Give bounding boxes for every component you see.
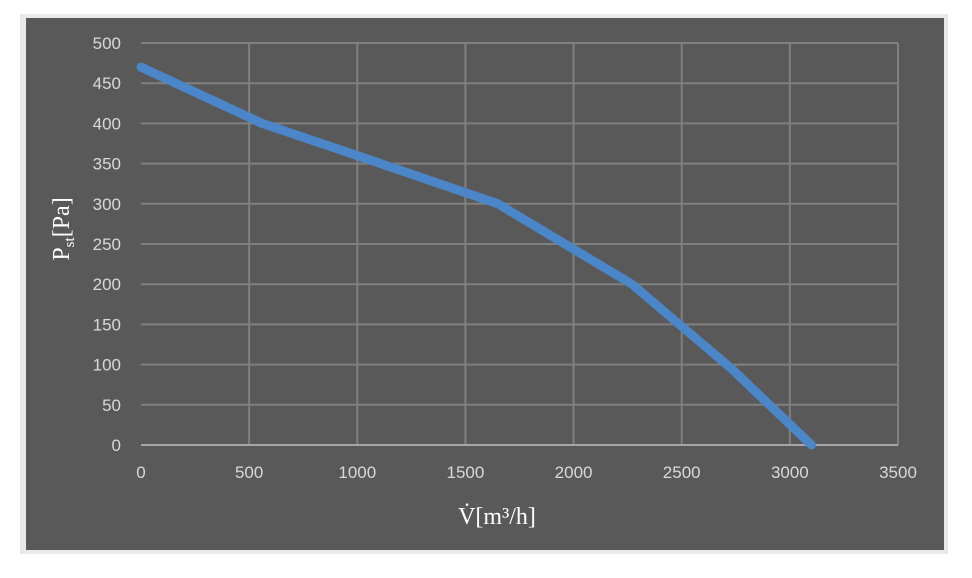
grid-lines bbox=[141, 42, 899, 446]
y-tick-label: 0 bbox=[112, 436, 121, 455]
x-tick-label: 3500 bbox=[879, 463, 917, 482]
series-layer bbox=[136, 62, 816, 450]
y-tick-label: 400 bbox=[93, 114, 121, 133]
y-tick-label: 250 bbox=[93, 235, 121, 254]
x-tick-label: 1500 bbox=[447, 463, 485, 482]
y-tick-label: 200 bbox=[93, 275, 121, 294]
y-tick-label: 150 bbox=[93, 315, 121, 334]
x-tick-label: 2000 bbox=[555, 463, 593, 482]
y-tick-label: 50 bbox=[102, 396, 121, 415]
x-tick-label: 500 bbox=[235, 463, 263, 482]
y-tick-label: 300 bbox=[93, 195, 121, 214]
x-tick-label: 0 bbox=[136, 463, 145, 482]
y-tick-label: 100 bbox=[93, 356, 121, 375]
x-axis-title: V̇[m³/h] bbox=[458, 504, 536, 530]
x-tick-label: 1000 bbox=[338, 463, 376, 482]
x-axis-ticks: 0 500 1000 1500 2000 2500 3000 3500 bbox=[136, 463, 917, 482]
y-tick-label: 450 bbox=[93, 74, 121, 93]
y-axis-title: Pst[Pa] bbox=[49, 197, 78, 260]
x-tick-label: 2500 bbox=[663, 463, 701, 482]
y-tick-label: 350 bbox=[93, 155, 121, 174]
x-tick-label: 3000 bbox=[771, 463, 809, 482]
y-tick-label: 500 bbox=[93, 34, 121, 53]
y-axis-ticks: 0 50 100 150 200 250 300 350 400 450 500 bbox=[93, 34, 121, 455]
series-line bbox=[136, 62, 816, 450]
